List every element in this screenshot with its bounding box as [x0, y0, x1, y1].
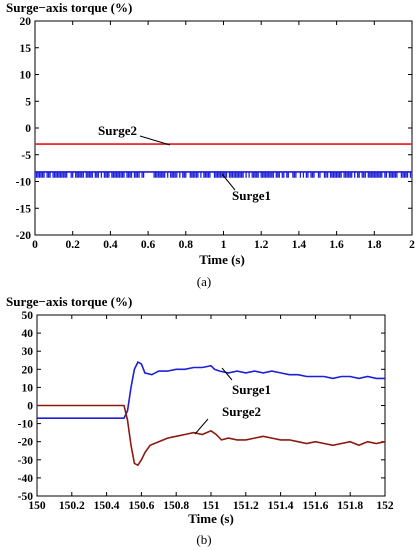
panel-b-x-tick-label: 151 — [202, 500, 220, 512]
panel-a-y-axis: 20 15 10 5 0 -5 -10 -15 -20 — [16, 16, 412, 242]
panel-a-series — [34, 143, 412, 178]
panel-a-y-tick-label: 5 — [25, 96, 31, 108]
panel-b-x-tick-label: 151.6 — [302, 500, 328, 512]
panel-a-y-tick-label: 0 — [25, 123, 31, 135]
panel-a-plot-area — [34, 20, 413, 236]
panel-b-y-tick-label: -10 — [18, 419, 34, 431]
panel-a-caption: (a) — [197, 274, 211, 289]
panel-b-y-tick-label: -50 — [18, 491, 34, 503]
panel-a-y-tick-label: -5 — [21, 150, 31, 162]
annotation-surge2-a: Surge2 — [98, 123, 137, 138]
panel-b-x-tick-label: 150.8 — [163, 500, 189, 512]
panel-b-x-tick-label: 150 — [28, 500, 46, 512]
panel-b-x-tick-label: 150.4 — [94, 500, 120, 512]
panel-a-y-tick-label: -20 — [16, 230, 32, 242]
panel-a-series-surge1-ripple — [34, 171, 412, 178]
panel-b-series-surge2 — [37, 404, 386, 467]
surge2-leader-b — [194, 418, 209, 435]
panel-b-y-tick-label: -30 — [18, 455, 34, 467]
panel-b-x-tick-label: 152 — [376, 500, 394, 512]
panel-a-x-tick-label: 1 — [221, 239, 227, 251]
panel-a-x-tick-label: 0 — [32, 239, 38, 251]
annotation-surge1-b: Surge1 — [232, 382, 271, 397]
panel-b-x-tick-label: 151.4 — [268, 500, 294, 512]
panel-a-title: Surge−axis torque (%) — [6, 0, 132, 15]
panel-a-x-axis: 0 0.2 0.4 0.6 0.8 1 1.2 1.4 1.6 1.8 2 — [32, 21, 415, 251]
panel-b-x-tick-label: 151.2 — [233, 500, 259, 512]
annotation-surge1-a: Surge1 — [232, 188, 271, 203]
panel-b-y-axis: 50 40 30 20 10 0 -10 -20 -30 -40 -50 — [18, 310, 385, 503]
panel-b-y-tick-label: -40 — [18, 473, 34, 485]
panel-b-x-label: Time (s) — [188, 511, 234, 526]
panel-b-y-tick-label: 10 — [22, 382, 34, 394]
panel-b-x-tick-label: 151.8 — [337, 500, 363, 512]
panel-b-y-tick-label: 30 — [22, 346, 34, 358]
surge2-leader-a — [139, 135, 171, 146]
panel-b-y-tick-label: 0 — [27, 401, 33, 413]
panel-a-x-tick-label: 0.8 — [179, 239, 194, 251]
panel-a-y-tick-label: 15 — [20, 43, 32, 55]
panel-a-x-label: Time (s) — [199, 252, 245, 267]
panel-a: Surge−axis torque (%) 20151050-5-10-15-2… — [6, 0, 415, 289]
panel-a-x-tick-label: 1.4 — [292, 239, 307, 251]
panel-a-y-tick-label: 10 — [20, 70, 32, 82]
panel-b: Surge−axis torque (%) 50 40 30 20 10 0 -10 -20 -… — [6, 294, 394, 547]
panel-a-x-tick-label: 0.6 — [141, 239, 156, 251]
panel-a-x-tick-label: 0.4 — [103, 239, 118, 251]
annotation-surge2-b: Surge2 — [222, 404, 261, 419]
panel-a-x-tick-label: 1.2 — [254, 239, 269, 251]
panel-b-series-surge1 — [37, 361, 385, 420]
panel-b-series — [37, 361, 386, 467]
panel-a-x-tick-label: 0.2 — [66, 239, 81, 251]
panel-b-y-tick-label: -20 — [18, 437, 34, 449]
panel-b-title: Surge−axis torque (%) — [6, 294, 132, 309]
panel-b-x-axis: 150 150.2 150.4 150.6 150.8 151 151.2 151.4 151.… — [28, 315, 394, 512]
panel-a-y-tick-label: -10 — [16, 177, 32, 189]
panel-a-x-tick-label: 1.6 — [329, 239, 344, 251]
panel-b-caption: (b) — [196, 532, 211, 547]
panel-b-y-tick-label: 40 — [22, 328, 34, 340]
panel-a-x-tick-label: 2 — [409, 239, 415, 251]
panel-b-y-tick-label: 20 — [22, 364, 34, 376]
panel-b-x-tick-label: 150.2 — [59, 500, 85, 512]
panel-a-x-tick-label: 1.8 — [367, 239, 382, 251]
panel-b-y-tick-label: 50 — [22, 310, 34, 322]
panel-a-y-tick-label: -15 — [16, 203, 32, 215]
panel-b-x-tick-label: 150.6 — [128, 500, 154, 512]
surge1-leader-a — [221, 173, 236, 191]
surge1-leader-b — [221, 367, 233, 381]
panel-a-y-tick-label: 20 — [20, 16, 32, 28]
